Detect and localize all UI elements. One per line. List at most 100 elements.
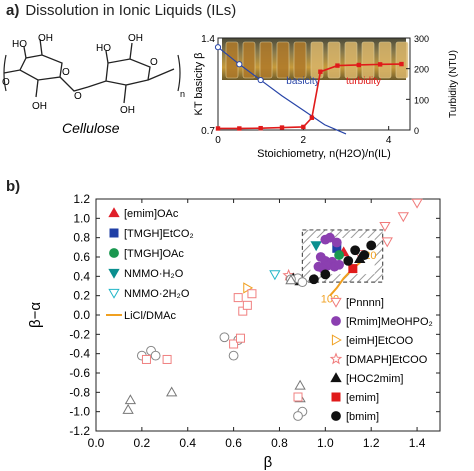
basicity-point xyxy=(236,61,243,68)
data-point xyxy=(150,350,161,361)
basicity-point xyxy=(257,76,264,84)
legend-label: [emim]OAc xyxy=(124,208,179,220)
panel-a-heading: Dissolution in Ionic Liquids (ILs) xyxy=(25,2,237,19)
data-point xyxy=(233,293,243,303)
x-tick-label: 0.8 xyxy=(271,436,288,450)
y-tick-label: 1.0 xyxy=(73,211,90,225)
turbidity-series-label: turbidity xyxy=(346,76,381,87)
y-right-tick-label: 100 xyxy=(414,95,429,105)
y-right-tick-label: 0 xyxy=(414,126,419,136)
vial xyxy=(344,41,358,79)
panel-a-title: a) Dissolution in Ionic Liquids (ILs) xyxy=(6,2,236,19)
turbidity-point xyxy=(335,63,340,68)
vial xyxy=(361,41,375,79)
data-point xyxy=(247,289,257,299)
data-point xyxy=(219,332,230,343)
data-point xyxy=(297,277,308,288)
data-point xyxy=(141,354,151,364)
y-axis-label-a: KT basicity β xyxy=(193,53,205,116)
x-tick-label: 1.4 xyxy=(409,436,426,450)
panel-b-label: b) xyxy=(6,178,21,195)
oh-label-4: OH xyxy=(120,105,135,116)
axes-frame-a xyxy=(217,37,411,131)
chart-a: 0 2 4 0.7 1.4 0 100 200 300 Stoichiometry, n(H2O)… xyxy=(193,34,459,160)
legend-label: [TMGH]OAc xyxy=(124,248,184,260)
turbidity-point xyxy=(356,62,361,68)
turbidity-point xyxy=(377,62,383,67)
o-label-4: O xyxy=(2,77,10,88)
x-axis-label-b: β xyxy=(264,454,273,471)
data-point xyxy=(162,354,172,364)
ho-label-1: HO xyxy=(12,39,27,50)
x-axis-label-a: Stoichiometry, n(H2O)/n(IL) xyxy=(257,148,391,160)
legend-marker xyxy=(293,392,303,402)
vial xyxy=(225,41,239,79)
data-point xyxy=(308,274,319,285)
x-tick-label: 0.4 xyxy=(179,436,196,450)
bracket-left xyxy=(3,54,7,92)
y-tick-label: -0.4 xyxy=(69,347,90,361)
vial xyxy=(327,41,341,79)
data-point xyxy=(381,237,393,248)
y-tick-label: 1.2 xyxy=(73,192,90,206)
oh-label-1: OH xyxy=(38,33,53,44)
legend-label: NMMO·H₂O xyxy=(124,268,184,280)
legend-label: [bmim] xyxy=(346,411,379,423)
legend-marker xyxy=(293,411,303,421)
y-tick-label: 0.6 xyxy=(73,250,90,264)
legend-marker xyxy=(108,207,120,218)
cellulose-n: n xyxy=(180,89,185,99)
y-tick-label: 0.4 xyxy=(73,269,90,283)
vial xyxy=(395,41,409,79)
data-point xyxy=(325,232,335,243)
x-tick-label: 4 xyxy=(386,135,392,146)
data-point xyxy=(397,212,409,223)
vial xyxy=(378,41,392,79)
data-point xyxy=(343,255,354,266)
o-label-2: O xyxy=(74,91,82,102)
legend-marker xyxy=(109,228,119,238)
y-tick-label: 0.8 xyxy=(73,231,90,245)
y-tick-label: -0.8 xyxy=(69,385,90,399)
data-point xyxy=(334,250,344,260)
legend-marker xyxy=(331,334,342,346)
turbidity-point xyxy=(237,126,242,131)
data-point xyxy=(411,198,423,209)
vial xyxy=(293,41,307,79)
turbidity-point xyxy=(279,125,285,130)
chart-b: 0.0 0.2 0.4 0.6 0.8 1.0 1.2 1.4 -1.2 -1.0 -0.8 -0.6… xyxy=(27,192,441,471)
data-point xyxy=(350,245,361,256)
data-point xyxy=(124,394,137,405)
x-tick-label: 0.6 xyxy=(225,436,242,450)
y-tick-label: 0.0 xyxy=(73,308,90,322)
data-point xyxy=(310,241,322,252)
data-point xyxy=(285,274,297,285)
vial xyxy=(276,41,290,79)
y-right-axis-label-a: Turbidity (NTU) xyxy=(448,50,459,118)
turbidity-point xyxy=(318,69,323,74)
vial xyxy=(259,41,273,79)
data-point xyxy=(238,306,248,316)
y-tick-label: -1.0 xyxy=(69,405,90,419)
legend-marker xyxy=(108,268,120,279)
data-point xyxy=(229,339,239,349)
cellulose-rings xyxy=(3,38,175,104)
legend-label: [TMGH]EtCO₂ xyxy=(124,228,194,240)
y-tick-label: -0.6 xyxy=(69,366,90,380)
turbidity-point xyxy=(399,61,404,67)
x-tick-label: 0 xyxy=(215,135,221,146)
legend-label: NMMO·2H₂O xyxy=(124,288,190,300)
y-axis-label-b: β−α xyxy=(27,302,44,328)
y-tick-label: 0.2 xyxy=(73,289,90,303)
oh-label-2: OH xyxy=(128,33,143,44)
basicity-point xyxy=(214,44,222,51)
legend-marker xyxy=(108,288,120,299)
data-point xyxy=(359,250,370,260)
data-point xyxy=(122,403,134,414)
legend-marker xyxy=(330,297,342,308)
legend-label: [HOC2mim] xyxy=(346,373,403,385)
ho-label-2: HO xyxy=(96,43,111,54)
y-tick-label: 1.4 xyxy=(201,34,215,45)
data-point xyxy=(242,300,252,310)
turbidity-point xyxy=(258,125,263,131)
